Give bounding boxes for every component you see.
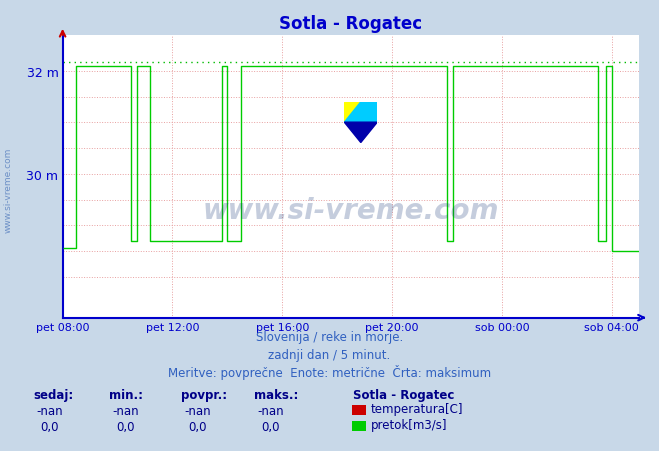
Polygon shape <box>344 102 378 123</box>
Text: 0,0: 0,0 <box>261 420 279 433</box>
Text: sedaj:: sedaj: <box>33 388 73 401</box>
Text: 0,0: 0,0 <box>40 420 59 433</box>
Text: Meritve: povprečne  Enote: metrične  Črta: maksimum: Meritve: povprečne Enote: metrične Črta:… <box>168 364 491 380</box>
Text: 0,0: 0,0 <box>188 420 207 433</box>
Text: povpr.:: povpr.: <box>181 388 227 401</box>
Text: pretok[m3/s]: pretok[m3/s] <box>371 419 447 432</box>
Title: Sotla - Rogatec: Sotla - Rogatec <box>279 15 422 33</box>
Text: zadnji dan / 5 minut.: zadnji dan / 5 minut. <box>268 349 391 362</box>
Text: Sotla - Rogatec: Sotla - Rogatec <box>353 388 454 401</box>
Text: Slovenija / reke in morje.: Slovenija / reke in morje. <box>256 331 403 344</box>
Text: min.:: min.: <box>109 388 143 401</box>
Text: -nan: -nan <box>36 404 63 417</box>
Text: 0,0: 0,0 <box>116 420 134 433</box>
Text: -nan: -nan <box>112 404 138 417</box>
Text: -nan: -nan <box>185 404 211 417</box>
Text: www.si-vreme.com: www.si-vreme.com <box>203 197 499 225</box>
Polygon shape <box>344 102 361 123</box>
Text: maks.:: maks.: <box>254 388 298 401</box>
Text: -nan: -nan <box>257 404 283 417</box>
Text: temperatura[C]: temperatura[C] <box>371 402 463 415</box>
Polygon shape <box>344 123 378 143</box>
Text: www.si-vreme.com: www.si-vreme.com <box>3 147 13 232</box>
